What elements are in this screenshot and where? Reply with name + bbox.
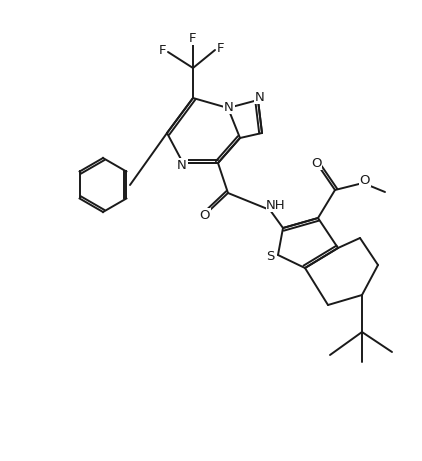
Text: NH: NH bbox=[266, 199, 286, 212]
Text: O: O bbox=[200, 208, 210, 221]
Text: O: O bbox=[360, 173, 370, 187]
Text: N: N bbox=[177, 159, 187, 171]
Text: S: S bbox=[266, 250, 274, 264]
Text: F: F bbox=[189, 31, 197, 45]
Text: F: F bbox=[216, 41, 224, 54]
Text: F: F bbox=[159, 43, 167, 57]
Text: N: N bbox=[224, 100, 234, 113]
Text: N: N bbox=[255, 90, 265, 104]
Text: O: O bbox=[311, 156, 321, 170]
